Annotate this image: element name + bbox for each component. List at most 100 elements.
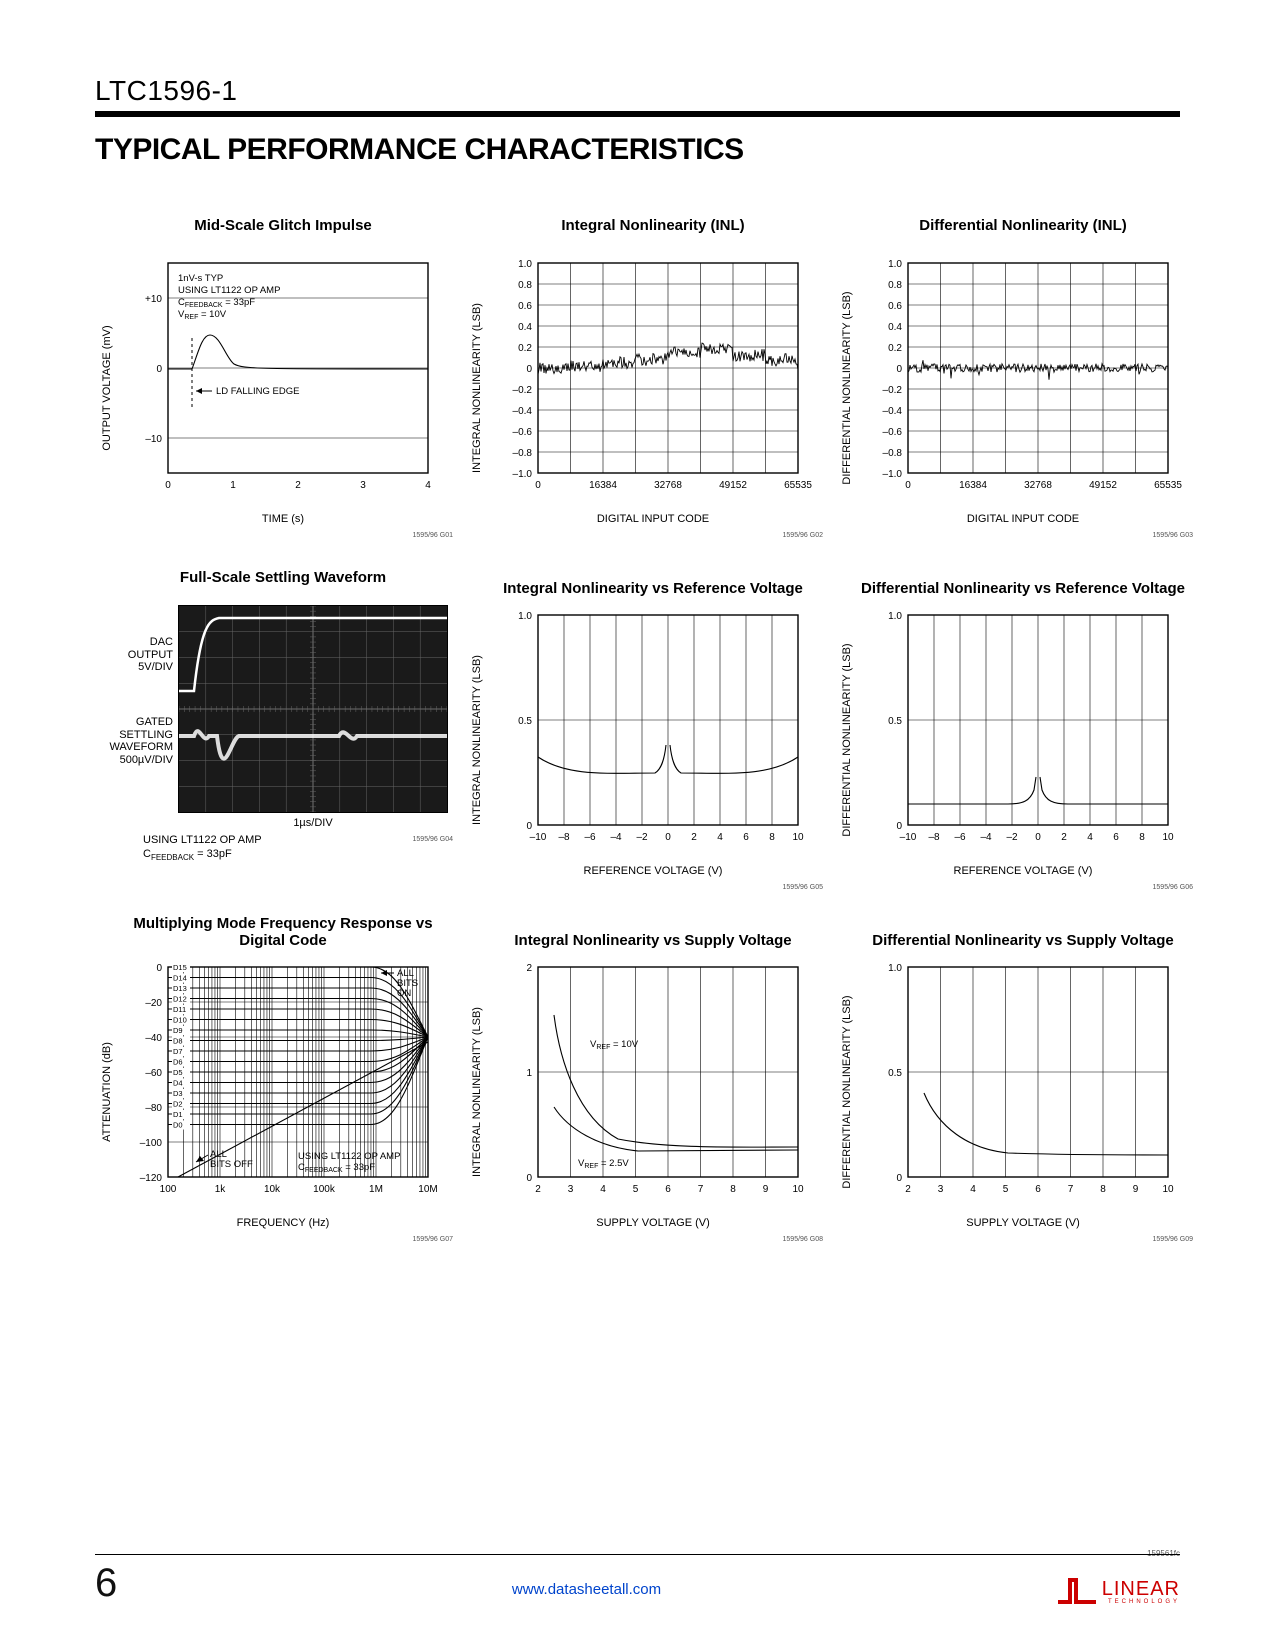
svg-text:0.5: 0.5	[518, 716, 532, 727]
svg-text:–0.8: –0.8	[513, 448, 533, 459]
svg-text:–6: –6	[584, 832, 596, 843]
svg-text:–80: –80	[145, 1103, 162, 1114]
svg-text:–10: –10	[530, 832, 547, 843]
svg-text:100k: 100k	[313, 1184, 336, 1195]
svg-text:0.5: 0.5	[888, 716, 902, 727]
svg-text:0: 0	[896, 821, 902, 832]
svg-text:1: 1	[526, 1068, 532, 1079]
svg-text:1.0: 1.0	[888, 963, 902, 974]
chart-title: Mid-Scale Glitch Impulse	[113, 207, 453, 245]
svg-text:1M: 1M	[369, 1184, 383, 1195]
svg-text:D11: D11	[173, 1005, 186, 1014]
svg-text:D6: D6	[173, 1058, 183, 1067]
svg-text:–8: –8	[558, 832, 570, 843]
svg-text:8: 8	[730, 1184, 736, 1195]
svg-text:0.2: 0.2	[518, 343, 532, 354]
svg-text:32768: 32768	[1024, 480, 1052, 491]
svg-text:–0.8: –0.8	[883, 448, 903, 459]
svg-text:–6: –6	[954, 832, 966, 843]
x-axis-label: SUPPLY VOLTAGE (V)	[596, 1217, 710, 1229]
svg-text:+10: +10	[145, 294, 162, 305]
chart-code: 1595/96 G08	[783, 1236, 823, 1243]
svg-text:1nV-s TYP: 1nV-s TYP	[178, 273, 223, 284]
chart-dnl-supply: Differential Nonlinearity vs Supply Volt…	[853, 911, 1193, 1227]
svg-text:6: 6	[1035, 1184, 1041, 1195]
svg-text:2: 2	[535, 1184, 541, 1195]
svg-text:–0.2: –0.2	[513, 385, 533, 396]
chart-code: 1595/96 G01	[413, 532, 453, 539]
svg-text:–1.0: –1.0	[513, 469, 533, 480]
y-axis-label: DIFFERENTIAL NONLINEARITY (LSB)	[841, 995, 853, 1188]
svg-text:CFEEDBACK = 33pF: CFEEDBACK = 33pF	[298, 1162, 375, 1174]
svg-text:0: 0	[896, 364, 902, 375]
svg-text:4: 4	[970, 1184, 976, 1195]
svg-text:10: 10	[1162, 832, 1174, 843]
svg-text:9: 9	[763, 1184, 769, 1195]
y-axis-label: DIFFERENTIAL NONLINEARITY (LSB)	[841, 643, 853, 836]
svg-text:100: 100	[160, 1184, 177, 1195]
chart-freq: Multiplying Mode Frequency Response vs D…	[113, 911, 453, 1227]
svg-text:0: 0	[526, 821, 532, 832]
svg-text:–20: –20	[145, 998, 162, 1009]
svg-text:2: 2	[691, 832, 697, 843]
svg-text:0: 0	[535, 480, 541, 491]
svg-text:4: 4	[600, 1184, 606, 1195]
svg-text:1.0: 1.0	[518, 611, 532, 622]
svg-text:D3: D3	[173, 1089, 183, 1098]
chart-title: Integral Nonlinearity vs Reference Volta…	[483, 559, 823, 597]
svg-text:0: 0	[896, 1173, 902, 1184]
svg-text:0.6: 0.6	[888, 301, 902, 312]
svg-text:10: 10	[792, 1184, 804, 1195]
svg-text:1k: 1k	[215, 1184, 227, 1195]
section-title: TYPICAL PERFORMANCE CHARACTERISTICS	[95, 133, 1180, 167]
chart-svg: 0–20–40–60–80–100–120 1001k10k100k1M10M …	[113, 957, 453, 1227]
chart-code: 1595/96 G03	[1153, 532, 1193, 539]
chart-code: 1595/96 G07	[413, 1236, 453, 1243]
chart-svg: 1.00.50 –10–8–6–4–20246810	[853, 605, 1193, 875]
svg-text:D14: D14	[173, 974, 187, 983]
chart-title: Differential Nonlinearity (INL)	[853, 207, 1193, 245]
svg-text:65535: 65535	[1154, 480, 1182, 491]
svg-text:7: 7	[698, 1184, 704, 1195]
svg-text:D4: D4	[173, 1079, 183, 1088]
chart-svg: 1.00.50 2345678910	[853, 957, 1193, 1227]
svg-text:8: 8	[769, 832, 775, 843]
svg-text:D7: D7	[173, 1047, 183, 1056]
svg-text:0: 0	[165, 480, 171, 491]
svg-text:–2: –2	[636, 832, 648, 843]
svg-text:–0.4: –0.4	[883, 406, 903, 417]
svg-text:BITS OFF: BITS OFF	[210, 1159, 253, 1170]
svg-text:1: 1	[230, 480, 236, 491]
svg-text:D13: D13	[173, 984, 187, 993]
svg-text:D15: D15	[173, 963, 187, 972]
svg-text:0.4: 0.4	[888, 322, 902, 333]
svg-text:USING LT1122 OP AMP: USING LT1122 OP AMP	[178, 285, 280, 296]
svg-text:D5: D5	[173, 1068, 183, 1077]
svg-text:49152: 49152	[1089, 480, 1117, 491]
x-axis-label: DIGITAL INPUT CODE	[597, 513, 709, 525]
chart-glitch: Mid-Scale Glitch Impulse OUTPUT VOLTAGE …	[113, 207, 453, 523]
svg-text:D2: D2	[173, 1100, 183, 1109]
svg-text:16384: 16384	[589, 480, 617, 491]
chart-svg: 1.00.80.60.40.20–0.2–0.4–0.6–0.8–1.0 016…	[483, 253, 823, 523]
chart-code: 1595/96 G04	[413, 836, 453, 843]
svg-text:0: 0	[156, 364, 162, 375]
svg-text:0: 0	[156, 963, 162, 974]
svg-text:USING LT1122 OP AMP: USING LT1122 OP AMP	[298, 1151, 400, 1162]
svg-text:0: 0	[1035, 832, 1041, 843]
svg-text:D10: D10	[173, 1016, 187, 1025]
svg-text:16384: 16384	[959, 480, 987, 491]
svg-text:D9: D9	[173, 1026, 183, 1035]
chart-svg: +10 0 –10 0 1 2 3 4 1nV-s TYP	[113, 253, 453, 523]
footer-link[interactable]: www.datasheetall.com	[512, 1581, 661, 1598]
svg-text:0.4: 0.4	[518, 322, 532, 333]
svg-text:D1: D1	[173, 1110, 183, 1119]
svg-text:65535: 65535	[784, 480, 812, 491]
svg-text:0: 0	[665, 832, 671, 843]
svg-text:ON: ON	[397, 988, 411, 999]
chart-inl-supply: Integral Nonlinearity vs Supply Voltage …	[483, 911, 823, 1227]
x-axis-label: REFERENCE VOLTAGE (V)	[954, 865, 1093, 877]
chart-title: Integral Nonlinearity (INL)	[483, 207, 823, 245]
svg-text:2: 2	[295, 480, 301, 491]
svg-text:3: 3	[360, 480, 366, 491]
